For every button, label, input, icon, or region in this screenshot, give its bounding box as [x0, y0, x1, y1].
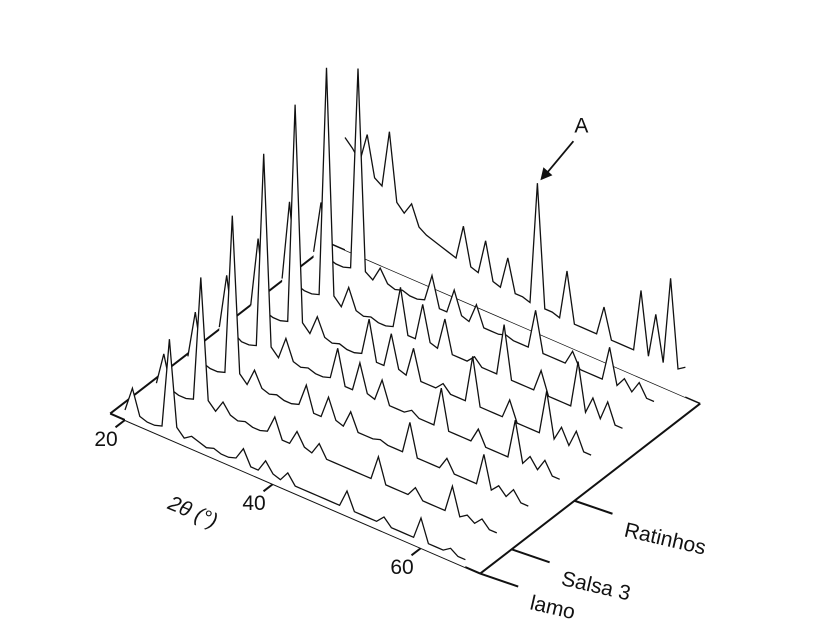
- annotation-arrow: [542, 140, 575, 178]
- trace: [155, 277, 498, 534]
- trace-mask: [345, 131, 686, 398]
- x-axis-label: 2θ (°): [164, 491, 221, 533]
- annotation-arrowhead: [540, 167, 553, 181]
- trace: [250, 104, 592, 456]
- trace: [218, 153, 560, 480]
- trace: [187, 215, 529, 507]
- x-tick: [262, 483, 274, 493]
- z-tick: [479, 572, 519, 588]
- x-tick-label: 20: [94, 428, 117, 451]
- z-tick-label: Ratinhos: [622, 519, 708, 560]
- trace: [281, 67, 623, 429]
- x-tick-label: 60: [390, 556, 413, 579]
- x-tick: [114, 419, 126, 429]
- trace: [124, 339, 466, 561]
- x-tick-label: 40: [242, 492, 265, 515]
- z-tick-label: lamo: [528, 591, 578, 624]
- z-tick: [511, 548, 550, 564]
- annotation: A: [574, 115, 588, 138]
- z-tick: [574, 499, 613, 515]
- x-tick: [410, 547, 422, 557]
- depth-axis-right: [479, 402, 701, 575]
- trace: [312, 68, 655, 403]
- trace-mask: [282, 67, 623, 446]
- trace-mask: [313, 68, 654, 422]
- trace: [344, 131, 686, 370]
